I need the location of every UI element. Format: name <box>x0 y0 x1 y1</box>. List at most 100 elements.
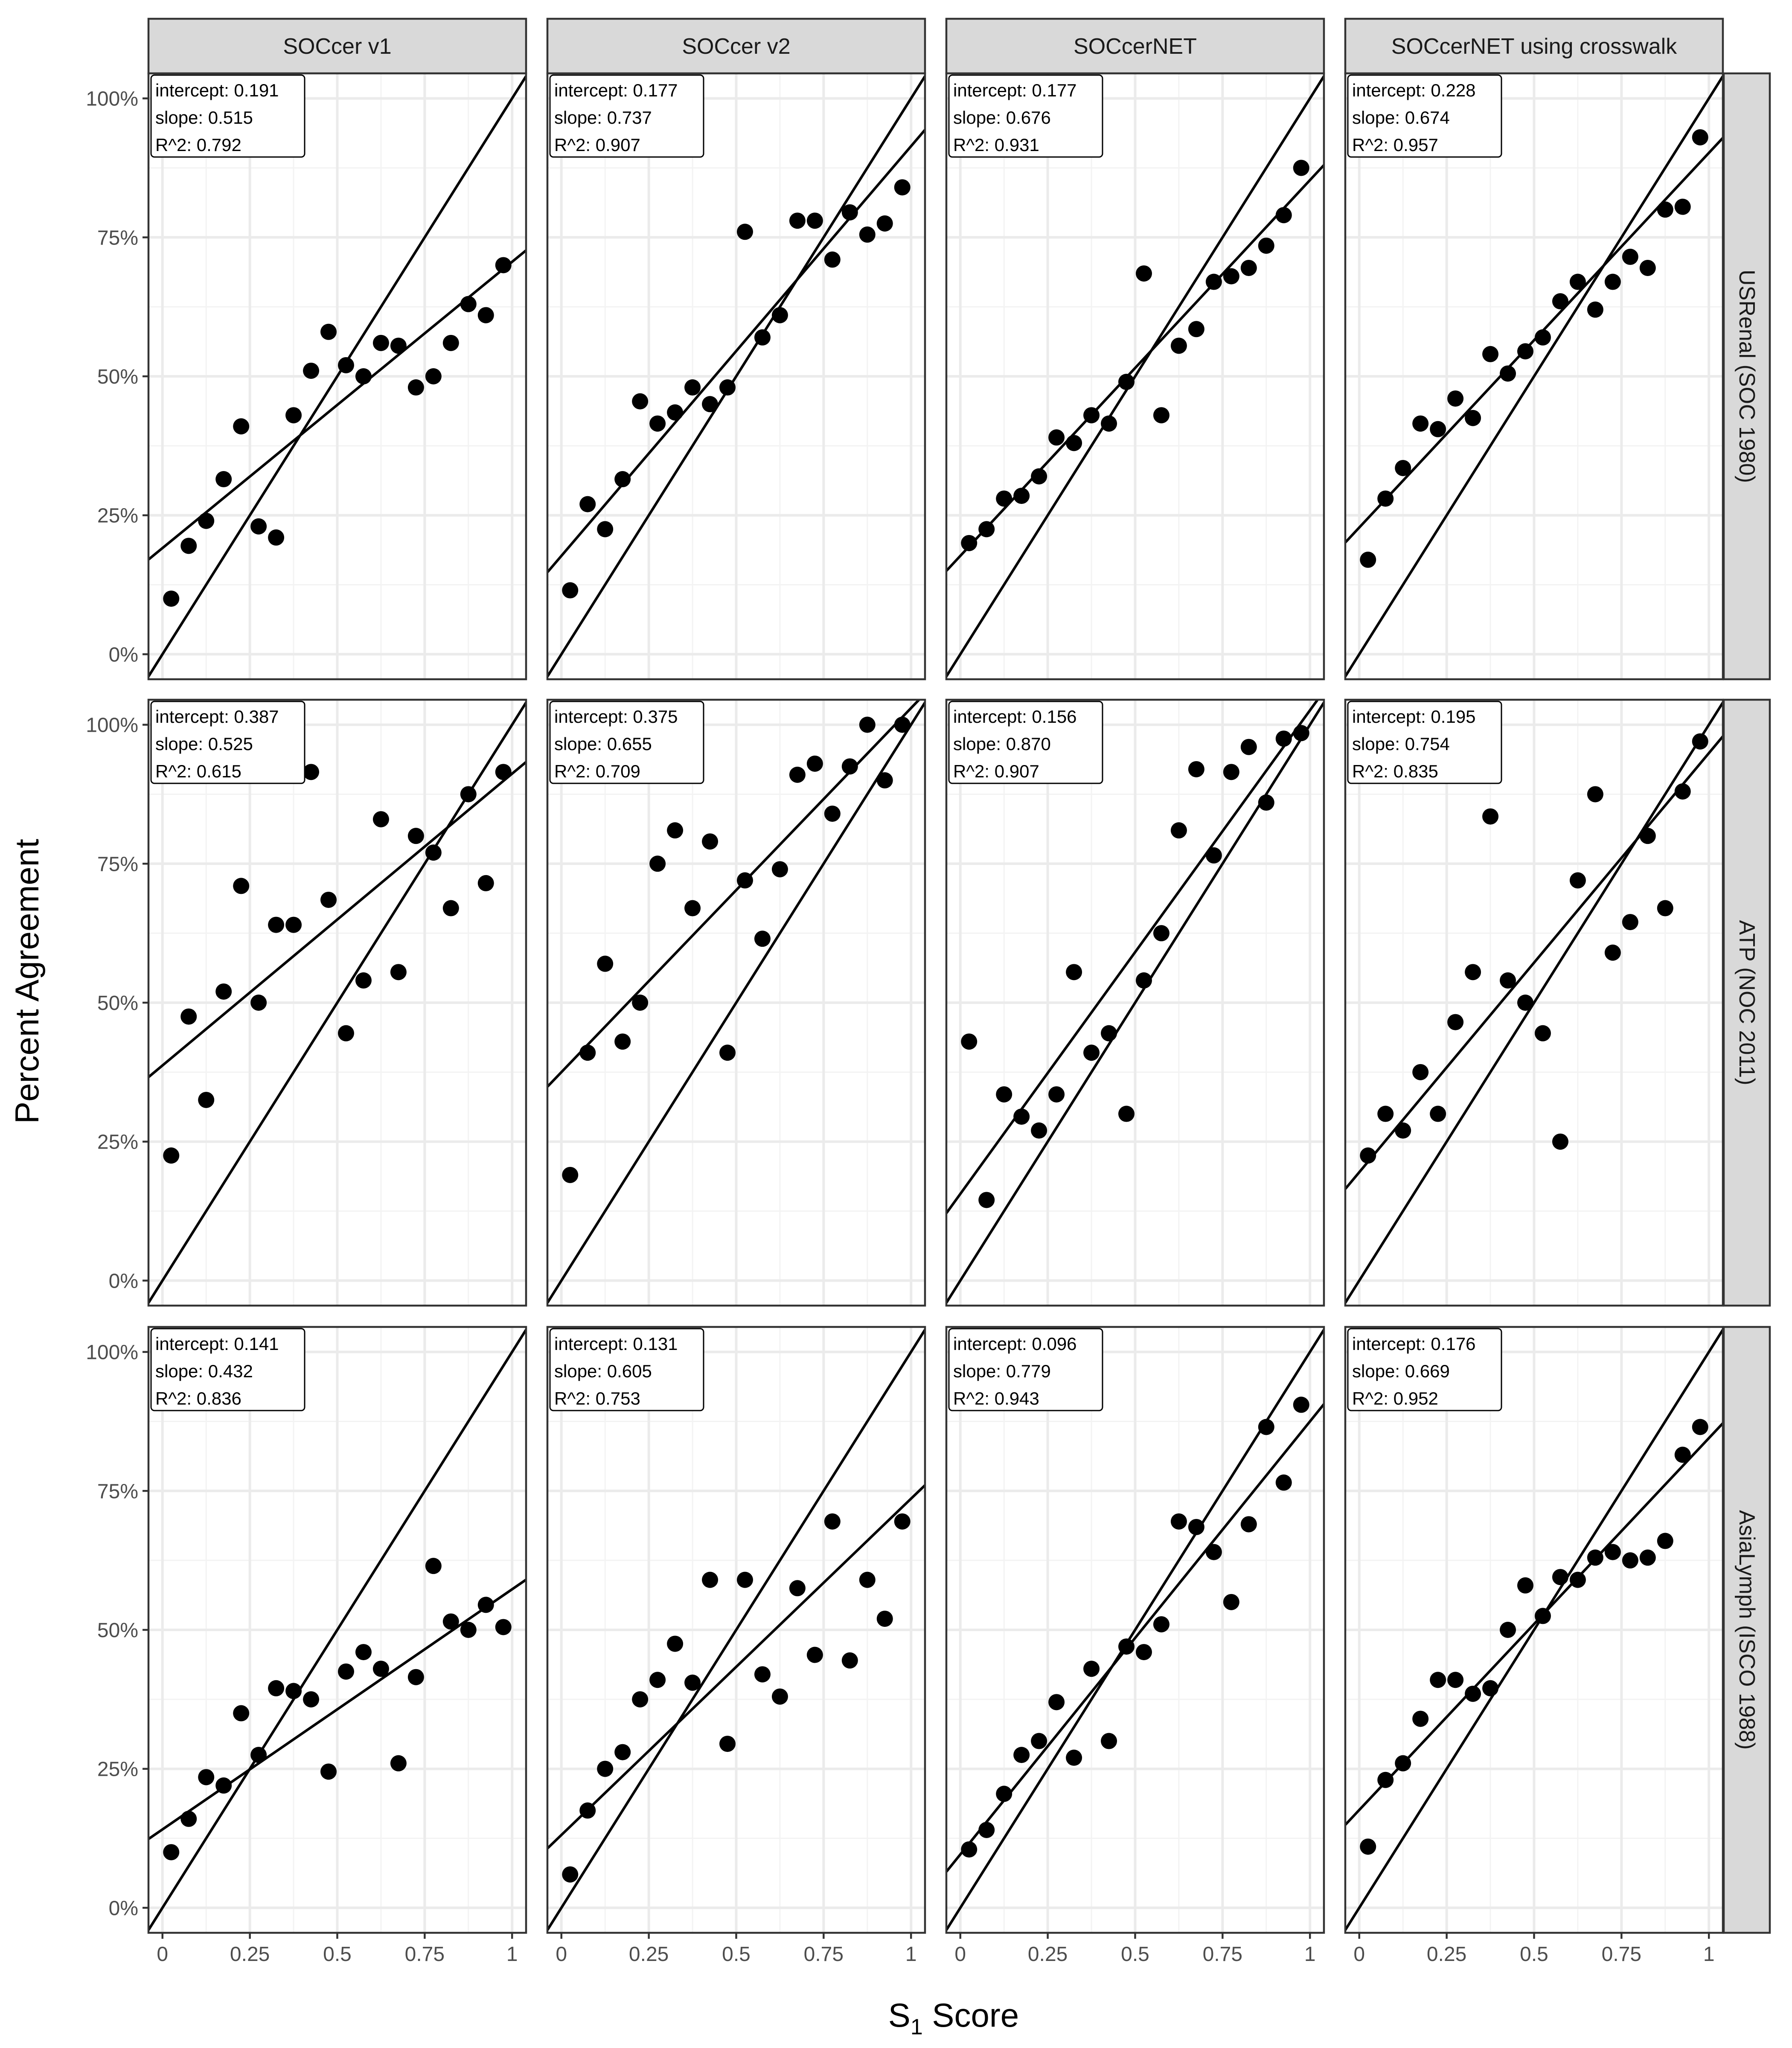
data-point <box>859 1571 876 1588</box>
panels: SOCcer v1 SOCcer v2 SOCcerNET SOCcerNET usi… <box>147 17 1771 1934</box>
data-point <box>495 257 512 273</box>
data-point <box>684 1674 701 1691</box>
data-point <box>876 1610 893 1627</box>
data-point <box>233 878 250 894</box>
data-point <box>1013 1108 1030 1125</box>
data-point <box>1604 1544 1621 1560</box>
row-strip-bg <box>1722 72 1771 681</box>
data-point <box>1083 407 1100 424</box>
stats-slope: slope: 0.669 <box>1352 1361 1450 1381</box>
data-point <box>303 362 320 379</box>
data-point <box>719 379 736 396</box>
stats-annotation: intercept: 0.177 slope: 0.737 R^2: 0.907 <box>549 74 704 158</box>
data-point <box>390 1755 407 1772</box>
data-point <box>1101 1025 1117 1041</box>
data-point <box>1587 301 1603 318</box>
column-strip: SOCcerNET using crosswalk <box>1344 17 1724 75</box>
column-strip-label: SOCcer v1 <box>283 34 391 59</box>
data-point <box>702 396 719 413</box>
column-strip-label: SOCcer v2 <box>682 34 790 59</box>
data-point <box>1395 1122 1411 1139</box>
stats-slope: slope: 0.870 <box>953 734 1051 754</box>
data-point <box>390 964 407 980</box>
data-point <box>460 296 477 312</box>
y-tick-label: 25% <box>97 505 138 527</box>
stats-r2: R^2: 0.931 <box>953 135 1039 155</box>
data-point <box>1465 410 1481 426</box>
data-point <box>824 1513 841 1530</box>
data-point <box>1153 407 1169 424</box>
data-point <box>1517 1577 1534 1594</box>
data-point <box>198 512 215 529</box>
y-tick-label: 0% <box>109 643 138 666</box>
data-point <box>460 1622 477 1638</box>
data-point <box>876 772 893 788</box>
data-point <box>1569 1571 1586 1588</box>
data-point <box>285 407 302 424</box>
data-point <box>841 1652 858 1669</box>
data-point <box>1500 1622 1516 1638</box>
data-point <box>477 307 494 323</box>
data-point <box>859 226 876 243</box>
data-point <box>1258 237 1274 254</box>
x-axis-title: S1 Score <box>888 1996 1019 2039</box>
data-point <box>894 716 911 733</box>
data-point <box>1118 1105 1135 1122</box>
data-point <box>1048 1694 1065 1711</box>
data-point <box>1604 944 1621 961</box>
regression-line <box>1345 735 1723 1190</box>
data-point <box>1692 1419 1708 1435</box>
stats-intercept: intercept: 0.195 <box>1352 707 1476 727</box>
data-point <box>268 916 285 933</box>
data-point <box>894 179 911 196</box>
x-tick-label: 0 <box>157 1943 168 1966</box>
data-point <box>1430 1105 1446 1122</box>
data-point <box>1500 972 1516 989</box>
y-tick-label: 0% <box>109 1270 138 1292</box>
data-point <box>597 955 614 972</box>
data-point <box>1031 1122 1047 1139</box>
data-point <box>1223 268 1239 285</box>
column-strip-bg <box>546 17 926 75</box>
stats-intercept: intercept: 0.141 <box>155 1334 279 1354</box>
data-point <box>1240 739 1257 755</box>
stats-r2: R^2: 0.792 <box>155 135 241 155</box>
data-point <box>1188 321 1204 337</box>
data-point <box>771 1688 788 1705</box>
data-point <box>372 811 389 828</box>
identity-line <box>1345 701 1723 1304</box>
data-point <box>250 995 267 1011</box>
x-tick-label: 0.5 <box>1121 1943 1149 1966</box>
panel-plot-area <box>547 75 925 678</box>
identity-line <box>148 75 526 678</box>
stats-r2: R^2: 0.952 <box>1352 1388 1438 1408</box>
data-point <box>1205 847 1222 864</box>
panel-border <box>945 72 1325 681</box>
panel-plot-area <box>148 701 526 1304</box>
row-strip-label: ATP (NOC 2011) <box>1734 920 1759 1085</box>
y-tick-label: 50% <box>97 1619 138 1642</box>
regression-line <box>148 761 526 1078</box>
data-point <box>1604 273 1621 290</box>
data-point <box>425 844 442 861</box>
data-point <box>1031 1733 1047 1749</box>
row-strip-bg <box>1722 1326 1771 1934</box>
data-point <box>337 1663 354 1680</box>
data-point <box>233 1705 250 1722</box>
data-point <box>597 1760 614 1777</box>
y-tick-label: 75% <box>97 853 138 876</box>
row-strip: AsiaLymph (ISCO 1988) <box>1722 1326 1771 1934</box>
data-point <box>961 535 977 551</box>
stats-intercept: intercept: 0.177 <box>554 80 678 100</box>
data-point <box>1223 764 1239 780</box>
column-strip: SOCcer v1 <box>147 17 527 75</box>
data-point <box>736 872 753 889</box>
data-point <box>719 1044 736 1061</box>
data-point <box>407 1669 424 1685</box>
data-point <box>1622 1552 1638 1569</box>
data-point <box>684 379 701 396</box>
data-point <box>1447 390 1464 407</box>
data-point <box>1482 1680 1499 1696</box>
data-point <box>1412 1711 1429 1727</box>
